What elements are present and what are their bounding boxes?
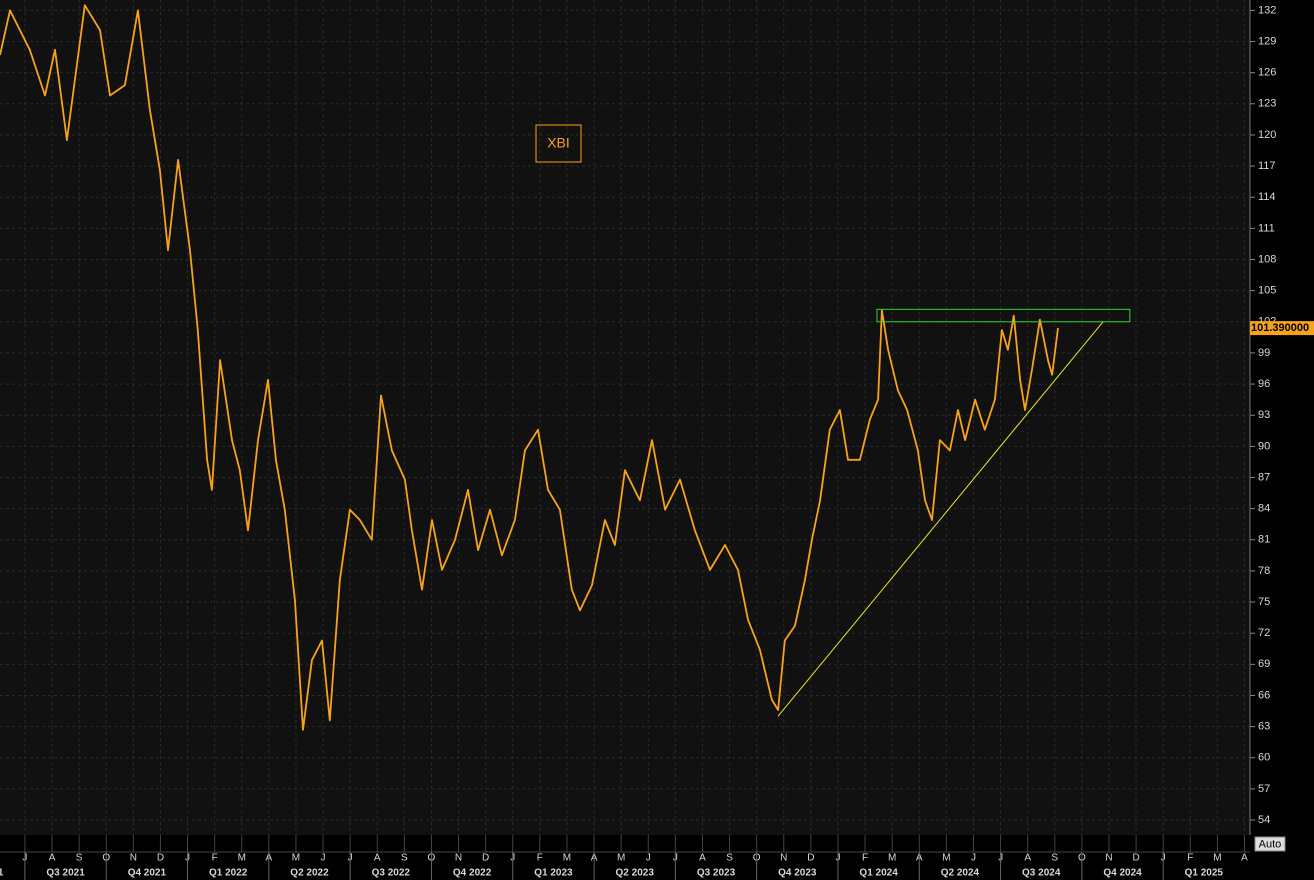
x-tick-label: A [699, 853, 706, 864]
quarter-label: Q2 2023 [616, 868, 655, 879]
x-tick-label: F [1187, 853, 1193, 864]
last-price-box [1250, 321, 1314, 336]
x-tick-label: S [401, 853, 408, 864]
y-tick-label: 69 [1258, 658, 1270, 670]
quarter-label: Q4 2021 [128, 868, 167, 879]
plot [0, 4, 1131, 731]
resistance-zone [876, 308, 1131, 323]
x-tick-label: F [537, 853, 543, 864]
y-tick-label: 66 [1258, 689, 1270, 701]
quarter-label: Q3 2023 [697, 868, 736, 879]
quarter-label: Q3 2022 [372, 868, 411, 879]
y-tick-label: 111 [1258, 222, 1275, 234]
x-axis-background [0, 835, 1314, 880]
grid [0, 0, 1250, 835]
legend-label: XBI [547, 135, 570, 151]
y-tick-label: 75 [1258, 596, 1270, 608]
y-tick-label: 54 [1258, 814, 1270, 826]
x-tick-label: M [1213, 853, 1221, 864]
axes: 5457606366697275788184879093969910210510… [0, 4, 1314, 880]
quarter-label: Q4 2023 [778, 868, 817, 879]
x-tick-label: A [49, 853, 56, 864]
y-tick-label: 87 [1258, 471, 1270, 483]
y-tick-label: 129 [1258, 35, 1276, 47]
x-tick-label: D [1132, 853, 1139, 864]
x-tick-label: J [646, 853, 651, 864]
x-tick-label: A [1024, 853, 1031, 864]
x-tick-label: M [238, 853, 246, 864]
legend-box [535, 124, 582, 163]
quarter-label: Q2 2024 [941, 868, 980, 879]
quarter-label: Q3 2024 [1022, 868, 1061, 879]
y-tick-label: 81 [1258, 534, 1270, 546]
quarter-label: Q2 2021 [0, 868, 4, 879]
x-tick-label: J [971, 853, 976, 864]
y-tick-label: 93 [1258, 409, 1270, 421]
y-tick-label: 108 [1258, 253, 1276, 265]
quarter-label: Q1 2025 [1185, 868, 1224, 879]
x-tick-label: N [130, 853, 137, 864]
auto-button-label[interactable]: Auto [1259, 838, 1282, 850]
y-tick-label: 84 [1258, 503, 1270, 515]
y-tick-label: 120 [1258, 129, 1276, 141]
y-tick-label: 99 [1258, 347, 1270, 359]
x-tick-label: A [374, 853, 381, 864]
y-tick-label: 72 [1258, 627, 1270, 639]
x-tick-label: S [1051, 853, 1058, 864]
y-tick-label: 63 [1258, 721, 1270, 733]
y-tick-label: 114 [1258, 191, 1276, 203]
x-tick-label: M [617, 853, 625, 864]
x-tick-label: D [807, 853, 814, 864]
x-tick-label: S [726, 853, 733, 864]
auto-button[interactable]: Auto [1254, 836, 1286, 852]
x-tick-label: M [292, 853, 300, 864]
quarter-label: Q1 2022 [209, 868, 248, 879]
quarter-label: Q4 2022 [453, 868, 492, 879]
quarter-label: Q1 2023 [534, 868, 573, 879]
y-tick-label: 126 [1258, 67, 1276, 79]
quarter-label: Q4 2024 [1103, 868, 1142, 879]
last-price-label: 101.390000 [1251, 322, 1309, 334]
quarter-label: Q2 2022 [290, 868, 329, 879]
x-tick-label: A [1241, 853, 1248, 864]
x-tick-label: J [321, 853, 326, 864]
y-tick-label: 96 [1258, 378, 1270, 390]
x-tick-label: S [76, 853, 83, 864]
y-tick-label: 123 [1258, 98, 1276, 110]
quarter-label: Q3 2021 [46, 868, 85, 879]
x-tick-label: M [942, 853, 950, 864]
x-tick-label: M [563, 853, 571, 864]
x-tick-label: F [862, 853, 868, 864]
x-tick-label: F [212, 853, 218, 864]
quarter-label: Q1 2024 [859, 868, 898, 879]
y-tick-label: 132 [1258, 4, 1276, 16]
x-tick-label: M [888, 853, 896, 864]
y-tick-label: 90 [1258, 440, 1270, 452]
y-tick-label: 57 [1258, 783, 1270, 795]
x-tick-label: N [455, 853, 462, 864]
y-tick-label: 105 [1258, 285, 1276, 297]
price-line [0, 4, 1059, 731]
x-tick-label: N [1105, 853, 1112, 864]
x-tick-label: D [157, 853, 164, 864]
x-tick-label: N [780, 853, 787, 864]
y-tick-label: 117 [1258, 160, 1276, 172]
auto-button-box[interactable] [1254, 836, 1286, 852]
trendline [777, 321, 1104, 717]
y-tick-label: 78 [1258, 565, 1270, 577]
x-tick-label: D [482, 853, 489, 864]
y-tick-label: 60 [1258, 752, 1270, 764]
